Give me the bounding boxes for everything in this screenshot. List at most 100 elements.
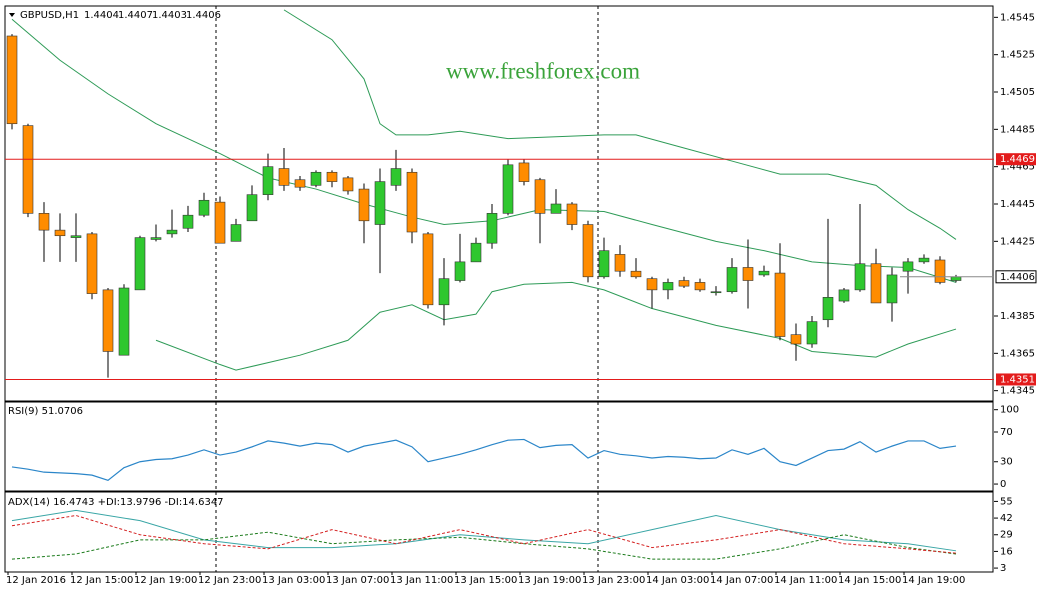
candle-body [294, 179, 306, 188]
candle-body [118, 287, 130, 356]
y-tick-label: 1.4485 [1000, 124, 1035, 135]
x-tick-label: 12 Jan 2016 [6, 575, 66, 586]
candle-body [38, 213, 50, 231]
candle-body [438, 278, 450, 306]
candle-body [166, 229, 178, 235]
candle-body [758, 270, 770, 276]
candle-body [918, 257, 930, 263]
level-label: 1.4469 [1000, 154, 1035, 165]
y-tick-label: 1.4345 [1000, 386, 1035, 397]
candle-body [694, 282, 706, 291]
y-tick-label: 1.4525 [1000, 50, 1035, 61]
last-price-label: 1.4406 [1000, 272, 1035, 283]
candle-body [598, 250, 610, 278]
last-price-box [995, 270, 1037, 284]
candle-body [934, 259, 946, 283]
x-tick-label: 13 Jan 03:00 [262, 575, 325, 586]
candle-body [470, 242, 482, 263]
candle-body [214, 201, 226, 244]
y-tick-label: 16 [1000, 546, 1013, 557]
candle-body [310, 171, 322, 186]
level-box [996, 153, 1036, 166]
y-tick-label: 3 [1000, 563, 1006, 574]
candle-body [806, 321, 818, 345]
candle-body [374, 181, 386, 225]
candle-body [230, 224, 242, 242]
candle-body [422, 233, 434, 306]
candle-body [70, 235, 82, 238]
candle-body [950, 276, 962, 281]
candle-body [550, 203, 562, 214]
header-value: 1.4406 [186, 10, 221, 21]
candle-body [710, 291, 722, 294]
bollinger-band [11, 18, 957, 283]
symbol: GBPUSD,H1 [20, 10, 79, 21]
adx-line [11, 531, 957, 560]
price-panel [4, 5, 994, 402]
x-tick-label: 14 Jan 03:00 [646, 575, 709, 586]
level-label: 1.4351 [1000, 374, 1035, 385]
y-tick-label: 70 [1000, 427, 1013, 438]
candle-body [486, 213, 498, 244]
adx-line [11, 515, 957, 554]
candle-body [326, 171, 338, 182]
candle-body [278, 168, 290, 186]
candle-body [854, 263, 866, 291]
y-tick-label: 1.4365 [1000, 348, 1035, 359]
x-tick-label: 13 Jan 23:00 [582, 575, 645, 586]
candle-body [358, 188, 370, 222]
header-value: 1.4403 [152, 10, 187, 21]
candle-body [678, 280, 690, 287]
x-tick-label: 14 Jan 15:00 [838, 575, 901, 586]
x-tick-label: 13 Jan 07:00 [326, 575, 389, 586]
adx-line [11, 509, 957, 552]
header-value: 1.4404 [84, 10, 119, 21]
y-tick-label: 1.4385 [1000, 311, 1035, 322]
level-box [996, 373, 1036, 386]
candle-body [630, 270, 642, 278]
candle-body [182, 214, 194, 229]
candle-body [22, 125, 34, 214]
x-tick-label: 14 Jan 19:00 [902, 575, 965, 586]
candle-body [774, 272, 786, 337]
candle-body [742, 267, 754, 281]
y-tick-label: 100 [1000, 405, 1019, 416]
menu-triangle [9, 13, 15, 17]
candle-body [646, 278, 658, 291]
candle-body [822, 297, 834, 321]
candle-body [582, 224, 594, 278]
candle-body [838, 289, 850, 302]
candle-body [134, 237, 146, 291]
bollinger-band [155, 281, 957, 371]
candle-body [790, 334, 802, 345]
candle-body [390, 168, 402, 186]
candle-body [6, 35, 18, 125]
x-tick-label: 13 Jan 11:00 [390, 575, 453, 586]
adx-title: ADX(14) 16.4743 +DI:13.9796 -DI:14.6347 [8, 497, 224, 508]
x-tick-label: 13 Jan 15:00 [454, 575, 517, 586]
candle-body [54, 229, 66, 237]
candle-body [502, 164, 514, 214]
y-tick-label: 30 [1000, 457, 1013, 468]
candle-body [406, 171, 418, 233]
x-tick-label: 14 Jan 07:00 [710, 575, 773, 586]
x-tick-label: 12 Jan 19:00 [134, 575, 197, 586]
y-tick-label: 1.4505 [1000, 87, 1035, 98]
candle-body [262, 166, 274, 195]
candle-body [86, 233, 98, 294]
header-value: 1.4407 [118, 10, 153, 21]
candle-body [342, 177, 354, 192]
x-tick-label: 12 Jan 23:00 [198, 575, 261, 586]
candle-body [198, 199, 210, 216]
y-tick-label: 29 [1000, 530, 1013, 541]
bollinger-band [283, 9, 957, 240]
candle-body [726, 267, 738, 293]
y-tick-label: 55 [1000, 496, 1013, 507]
candle-body [886, 274, 898, 304]
x-tick-label: 12 Jan 15:00 [70, 575, 133, 586]
candle-body [534, 179, 546, 214]
y-tick-label: 1.4425 [1000, 236, 1035, 247]
watermark: www.freshforex.com [446, 58, 640, 83]
candle-body [566, 203, 578, 225]
